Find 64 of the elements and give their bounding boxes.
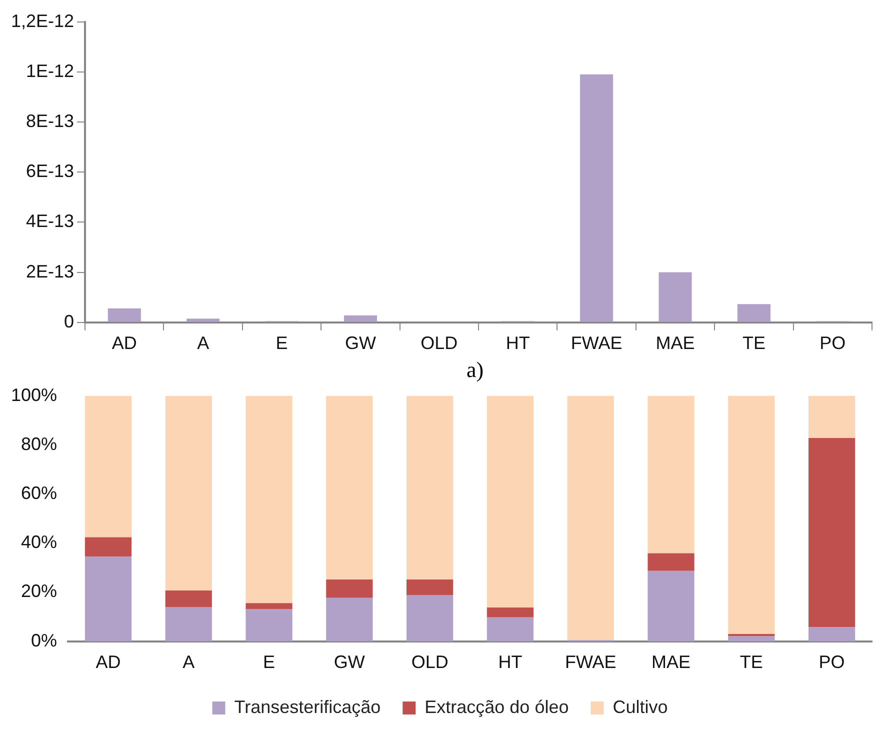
x-tick-label: GW bbox=[334, 652, 365, 672]
bar bbox=[165, 396, 212, 591]
bar bbox=[165, 607, 212, 642]
x-tick-label: TE bbox=[740, 652, 763, 672]
x-tick-label: A bbox=[182, 652, 195, 672]
bar bbox=[84, 537, 132, 557]
x-tick-label: GW bbox=[344, 333, 376, 354]
bar bbox=[648, 553, 694, 571]
x-tick-label: OLD bbox=[420, 333, 458, 354]
bar bbox=[406, 594, 454, 642]
bar bbox=[486, 396, 534, 608]
text: a) bbox=[465, 357, 485, 382]
x-tick-label: A bbox=[197, 333, 210, 354]
y-tick-label: 1E-12 bbox=[26, 60, 74, 81]
y-tick-label: 60% bbox=[21, 483, 58, 504]
bar bbox=[246, 603, 292, 610]
bar bbox=[326, 396, 373, 580]
bar bbox=[808, 438, 856, 628]
bar bbox=[648, 570, 694, 642]
y-tick-label: 0% bbox=[31, 630, 58, 650]
bar bbox=[486, 617, 534, 642]
bar bbox=[406, 396, 454, 580]
bar bbox=[808, 627, 856, 642]
legend-label: Cultivo bbox=[612, 696, 668, 717]
bar bbox=[84, 556, 132, 642]
bar bbox=[486, 608, 534, 618]
x-tick-label: OLD bbox=[411, 652, 448, 672]
y-tick-label: 20% bbox=[21, 581, 58, 602]
y-tick-label: 100% bbox=[10, 384, 58, 405]
x-tick-label: TE bbox=[742, 333, 766, 354]
y-tick-label: 8E-13 bbox=[26, 110, 74, 131]
x-tick-label: FWAE bbox=[570, 333, 622, 354]
y-tick-label: 1,2E-12 bbox=[10, 10, 74, 31]
y-tick-label: 6E-13 bbox=[26, 161, 74, 182]
x-tick-label: E bbox=[263, 652, 276, 672]
x-tick-label: AD bbox=[112, 333, 137, 354]
bar bbox=[326, 580, 373, 598]
bar bbox=[246, 609, 292, 642]
y-tick-label: 4E-13 bbox=[26, 211, 74, 232]
bar bbox=[728, 636, 775, 642]
bar bbox=[326, 598, 373, 642]
x-tick-label: MAE bbox=[652, 652, 691, 672]
bar bbox=[246, 396, 292, 604]
bar bbox=[728, 396, 775, 634]
bar bbox=[406, 580, 454, 595]
x-tick-label: AD bbox=[96, 652, 121, 672]
y-tick-label: 40% bbox=[21, 532, 58, 552]
x-tick-label: PO bbox=[818, 652, 845, 672]
x-tick-label: E bbox=[276, 333, 288, 354]
x-tick-label: PO bbox=[820, 333, 846, 354]
x-tick-label: HT bbox=[498, 652, 522, 672]
bar bbox=[84, 396, 132, 538]
legend-label: Extracção do óleo bbox=[424, 696, 569, 717]
x-tick-label: HT bbox=[506, 333, 530, 354]
bar bbox=[648, 396, 694, 554]
x-tick-label: FWAE bbox=[564, 652, 616, 672]
x-tick-label: MAE bbox=[656, 333, 695, 354]
bar bbox=[808, 396, 856, 438]
bar bbox=[165, 590, 212, 608]
legend-label: Transesterificação bbox=[234, 696, 381, 717]
bar bbox=[567, 396, 614, 640]
y-tick-label: 2E-13 bbox=[26, 261, 74, 282]
y-tick-label: 80% bbox=[21, 434, 58, 454]
y-tick-label: 0 bbox=[64, 311, 74, 332]
